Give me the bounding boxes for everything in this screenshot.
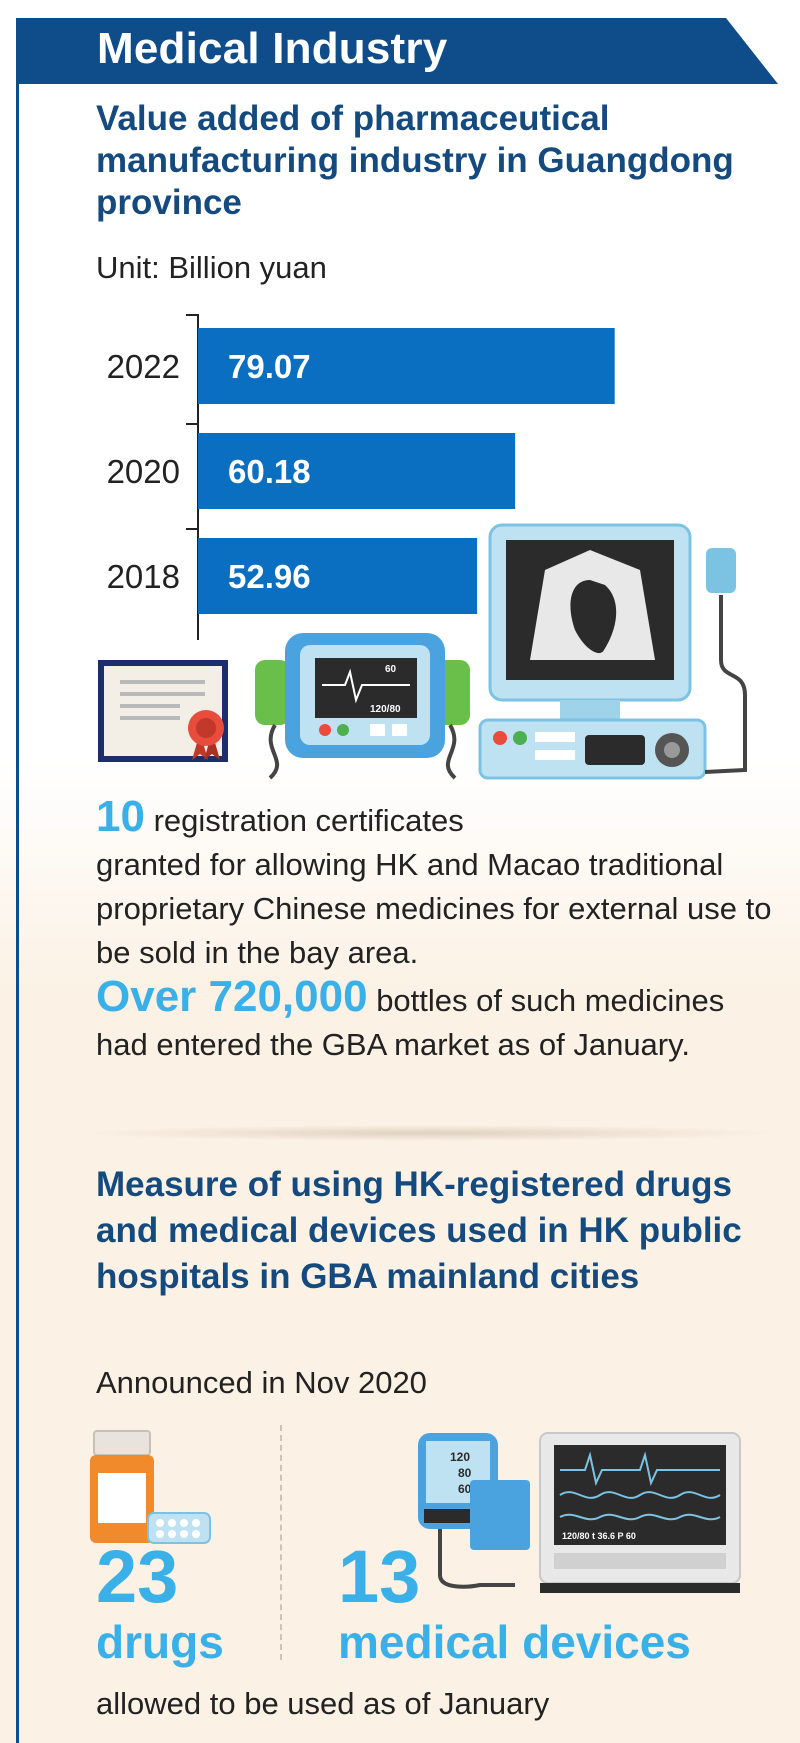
bottles-text: Over 720,000 bottles of such medicines h…: [96, 975, 776, 1067]
certificates-number: 10: [96, 792, 145, 841]
illustration-row: 60 120/80: [98, 523, 747, 780]
section-vertical-divider: [280, 1425, 282, 1660]
monitor-readout: 120/80 t 36.6 P 60: [562, 1531, 636, 1541]
header-shape: [16, 18, 778, 84]
defibrillator-icon: 60 120/80: [255, 633, 470, 780]
header-title: Medical Industry: [97, 24, 448, 73]
bar-value-label: 60.18: [228, 453, 311, 490]
announced-text: Announced in Nov 2020: [96, 1365, 427, 1400]
defib-value-1: 60: [385, 664, 397, 675]
measure-title: Measure of using HK-registered drugs and…: [96, 1165, 742, 1296]
drugs-number: 23: [96, 1535, 179, 1618]
bar-2022: [198, 328, 615, 404]
bar-value-label: 79.07: [228, 348, 311, 385]
bar-2020: [198, 433, 516, 509]
devices-number: 13: [338, 1535, 421, 1618]
bp-value-1: 120: [450, 1450, 470, 1464]
bar-value-label: 52.96: [228, 558, 311, 595]
bottles-number: Over 720,000: [96, 972, 368, 1021]
bp-value-2: 80: [458, 1466, 472, 1480]
category-label: 2018: [107, 558, 180, 595]
category-label: 2022: [107, 348, 180, 385]
medical-devices-icon: 120 80 60 120/80 t 36.6 P 60: [418, 1432, 741, 1593]
chart-title: Value added of pharmaceutical manufactur…: [96, 99, 734, 222]
certificates-line1: registration certificates: [153, 803, 464, 838]
blood-pressure-monitor-icon: 120 80 60: [418, 1433, 530, 1589]
vital-signs-monitor-icon: 120/80 t 36.6 P 60: [539, 1432, 741, 1593]
drugs-label: drugs: [96, 1616, 224, 1668]
category-label: 2020: [107, 453, 180, 490]
section-divider: [80, 1125, 780, 1141]
header-banner: Medical Industry: [0, 0, 800, 86]
certificate-icon: [98, 660, 228, 762]
footer-text: allowed to be used as of January: [96, 1686, 550, 1721]
bottles-rest: bottles of such medicines had entered th…: [96, 983, 725, 1062]
devices-label: medical devices: [338, 1616, 691, 1668]
bp-value-3: 60: [458, 1482, 472, 1496]
certificates-text: 10 registration certificates granted for…: [96, 795, 776, 975]
defib-value-2: 120/80: [370, 704, 401, 715]
certificates-rest: granted for allowing HK and Macao tradit…: [96, 847, 772, 970]
left-rule: [16, 80, 19, 1743]
ultrasound-icon: [478, 523, 747, 780]
chart-unit: Unit: Billion yuan: [96, 250, 327, 285]
bar-2018: [198, 538, 478, 614]
bar-chart: 79.07 2022 60.18 2020 52.96 2018: [107, 314, 615, 640]
pill-bottle-icon: [90, 1430, 211, 1544]
